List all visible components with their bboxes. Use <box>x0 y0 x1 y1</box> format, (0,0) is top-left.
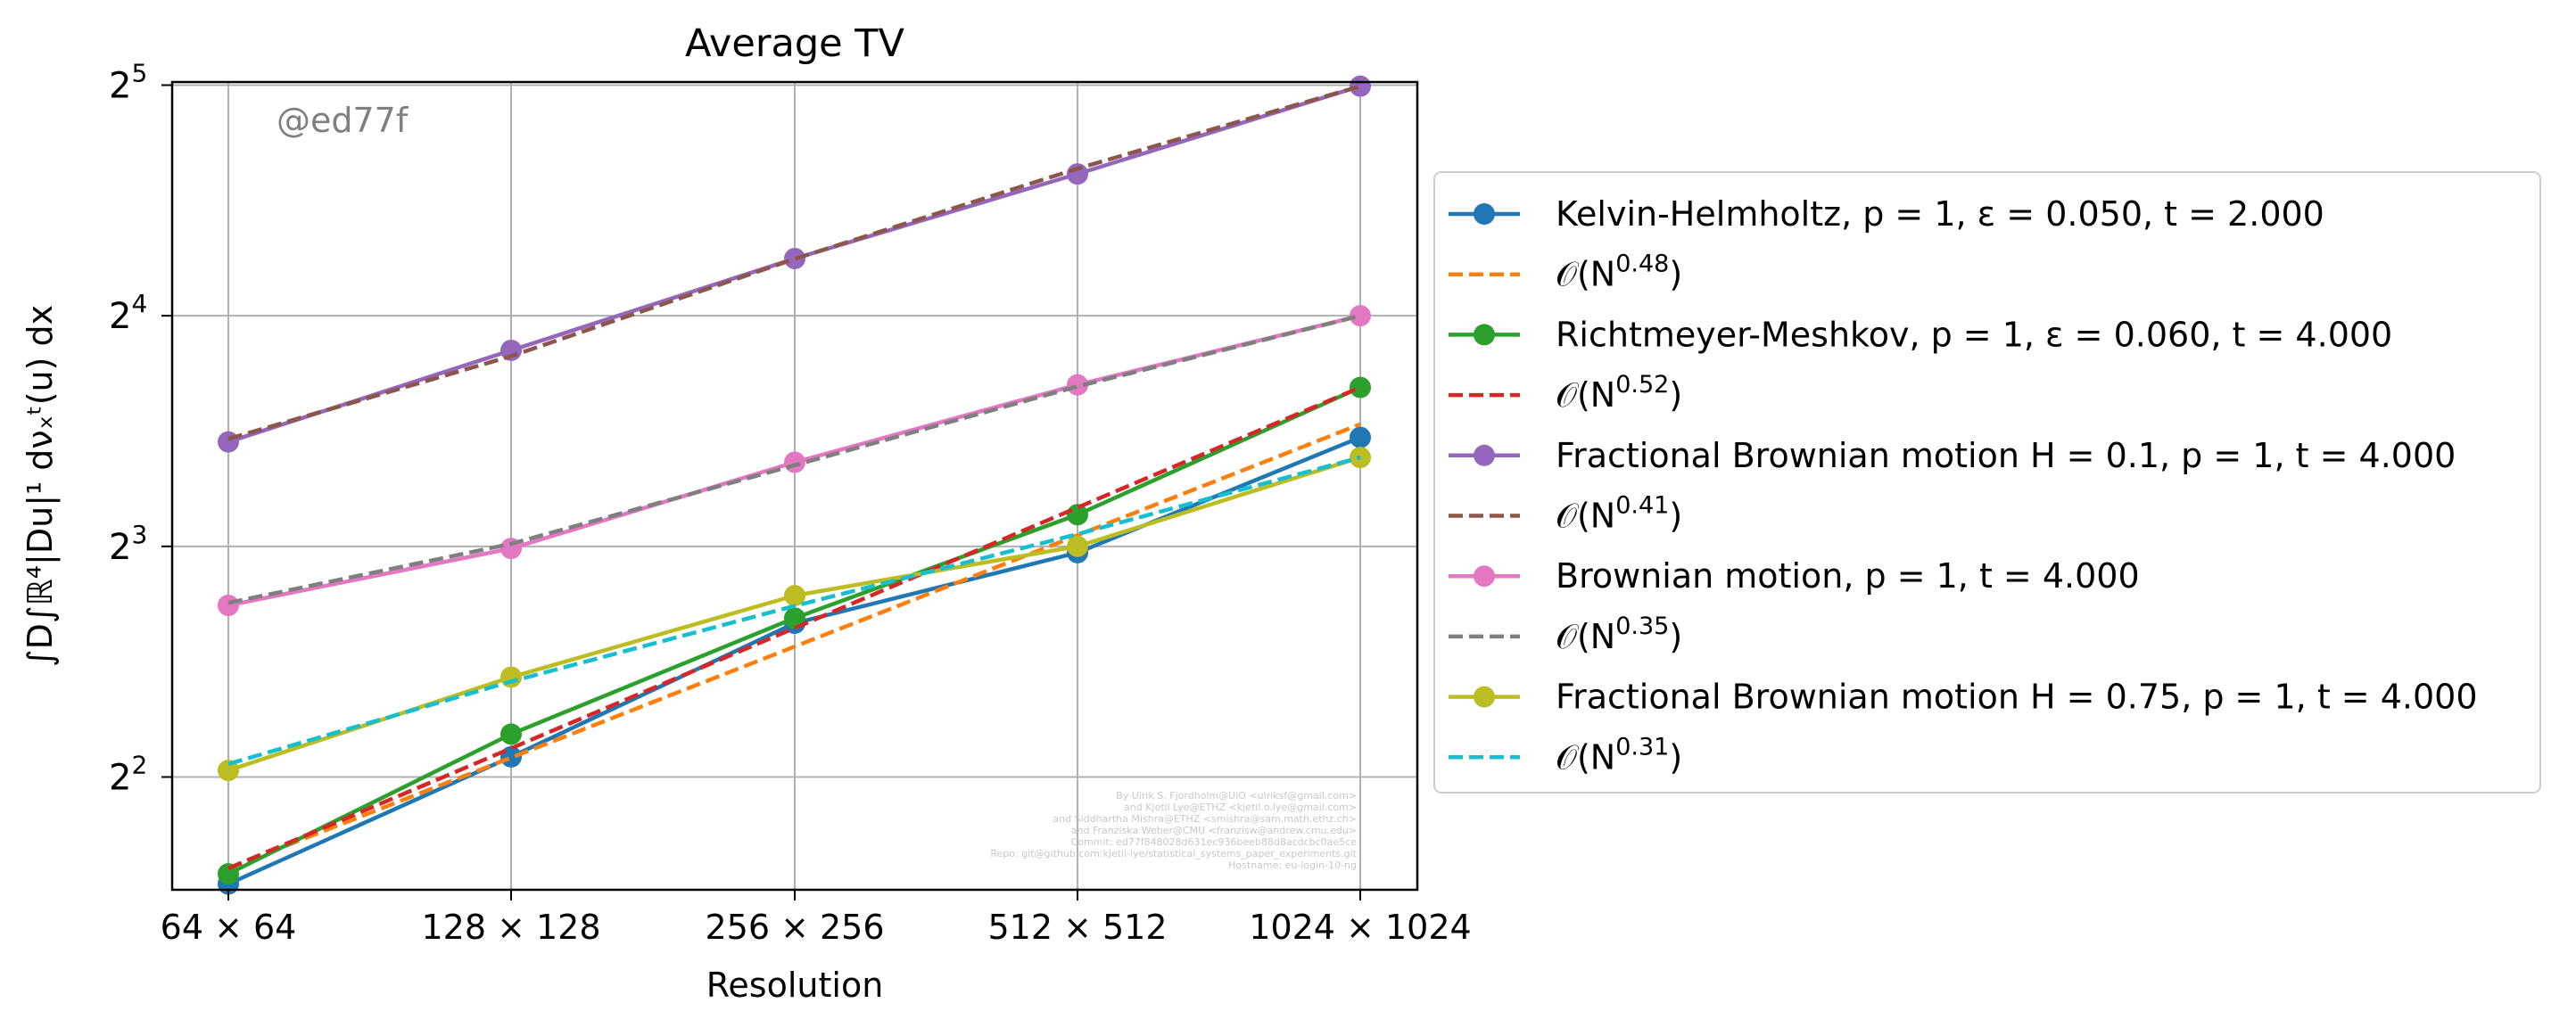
data-point <box>1067 535 1088 557</box>
series-line <box>227 314 1361 605</box>
data-point <box>784 451 805 473</box>
plot-series <box>218 75 1371 895</box>
data-point <box>218 863 239 885</box>
series-1 <box>227 422 1361 870</box>
x-axis-label: Resolution <box>706 966 884 1005</box>
series-5 <box>227 84 1361 441</box>
legend-label: Fractional Brownian motion H = 0.1, p = … <box>1556 436 2456 475</box>
data-point <box>1350 426 1371 448</box>
series-line <box>227 84 1361 441</box>
data-point <box>218 431 239 453</box>
data-point <box>784 607 805 629</box>
data-point <box>1067 504 1088 526</box>
watermark-line: Commit: ed77f848028d631ec936beeb88d8acdc… <box>1071 836 1358 848</box>
watermark-line: Hostname: eu-login-10-ng <box>1228 859 1357 871</box>
watermark-line: and Franziska Weber@CMU <franzisw@andrew… <box>1071 825 1357 836</box>
series-9 <box>227 455 1361 767</box>
data-point <box>1350 75 1371 97</box>
legend: Kelvin-Helmholtz, p = 1, ε = 0.050, t = … <box>1433 171 2541 793</box>
legend-label: 𝒪(N0.48) <box>1556 251 1682 294</box>
legend-label: Fractional Brownian motion H = 0.75, p =… <box>1556 678 2478 717</box>
x-tick-label: 64 × 64 <box>161 908 297 947</box>
data-point <box>500 666 522 688</box>
y-tick-label: 22 <box>109 750 147 798</box>
x-tick-label: 512 × 512 <box>987 908 1167 947</box>
legend-marker <box>1474 444 1495 466</box>
data-point <box>1350 376 1371 399</box>
watermark-line: By Ulrik S. Fjordholm@UiO <ulriksf@gmail… <box>1116 790 1357 802</box>
watermark-line: Repo: git@github.com:kjetil-lye/statisti… <box>990 848 1357 859</box>
data-point <box>218 760 239 782</box>
legend-marker <box>1474 686 1495 708</box>
data-point <box>1067 163 1088 185</box>
series-2 <box>218 376 1371 885</box>
legend-label: 𝒪(N0.41) <box>1556 492 1682 536</box>
legend-marker <box>1474 565 1495 588</box>
data-point <box>500 723 522 745</box>
legend-marker <box>1474 203 1495 225</box>
legend-marker <box>1474 324 1495 346</box>
legend-box <box>1433 171 2541 793</box>
x-tick-label: 128 × 128 <box>421 908 600 947</box>
x-tick-label: 256 × 256 <box>705 908 884 947</box>
data-point <box>784 248 805 270</box>
legend-label: 𝒪(N0.35) <box>1556 613 1682 656</box>
data-point <box>1067 374 1088 396</box>
watermark: By Ulrik S. Fjordholm@UiO <ulriksf@gmail… <box>990 790 1357 871</box>
commit-annotation: @ed77f <box>277 101 409 140</box>
legend-label: Richtmeyer-Meshkov, p = 1, ε = 0.060, t … <box>1556 315 2392 354</box>
series-line <box>227 455 1361 767</box>
legend-label: Brownian motion, p = 1, t = 4.000 <box>1556 556 2140 596</box>
axis-ticks: 64 × 64 128 × 128 256 × 256 512 × 512 1024 ×… <box>109 58 1472 947</box>
data-point <box>1350 305 1371 327</box>
series-line <box>227 422 1361 870</box>
legend-label: Kelvin-Helmholtz, p = 1, ε = 0.050, t = … <box>1556 194 2324 234</box>
y-tick-label: 25 <box>109 58 147 106</box>
y-tick-label: 23 <box>109 520 147 568</box>
series-7 <box>227 314 1361 605</box>
legend-label: 𝒪(N0.31) <box>1556 733 1682 777</box>
x-tick-label: 1024 × 1024 <box>1249 908 1471 947</box>
legend-label: 𝒪(N0.52) <box>1556 371 1682 415</box>
y-axis-label: ∫D∫ℝ⁴|Du|¹ dνₓᵗ(u) dx <box>21 305 61 667</box>
data-point <box>218 595 239 617</box>
watermark-line: and Kjetil Lye@ETHZ <kjetil.o.lye@gmail.… <box>1124 802 1357 813</box>
grid <box>172 82 1417 890</box>
watermark-line: and Siddhartha Mishra@ETHZ <smishra@sam.… <box>1053 813 1357 825</box>
chart-title: Average TV <box>685 21 905 66</box>
data-point <box>784 585 805 607</box>
y-tick-label: 24 <box>109 289 147 337</box>
